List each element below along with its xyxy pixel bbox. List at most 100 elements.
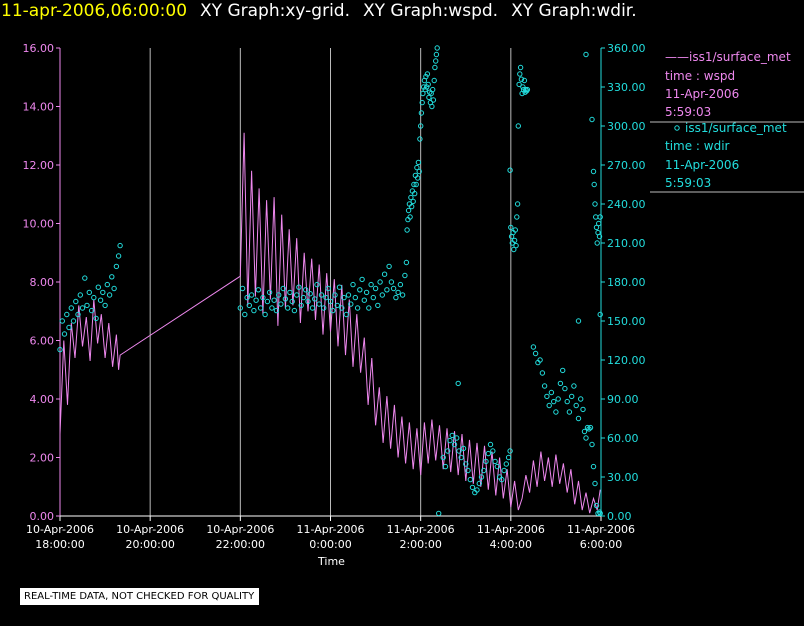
wdir-point (593, 502, 600, 509)
left-tick-label: 8.00 (30, 276, 55, 289)
wdir-point (415, 175, 421, 181)
wdir-point (571, 383, 577, 389)
wdir-point (564, 398, 570, 405)
wdir-point (596, 220, 602, 227)
wdir-point (553, 409, 559, 415)
legend-wdir-date: 11-Apr-2006 (665, 158, 739, 172)
wdir-point (494, 463, 500, 470)
wdir-point (490, 448, 496, 454)
wdir-point (289, 298, 295, 305)
legend-wspd-detail: time : wspd (665, 69, 735, 83)
wdir-point (403, 259, 410, 266)
wdir-point (325, 285, 331, 292)
wdir-point (419, 99, 425, 106)
wdir-point (508, 224, 514, 231)
wdir-point (309, 305, 316, 311)
wdir-point (432, 64, 438, 71)
wdir-point (57, 346, 63, 353)
wdir-point (424, 71, 431, 77)
wdir-point (59, 318, 65, 324)
wdir-point (262, 311, 268, 318)
wdir-point (239, 285, 246, 292)
legend-wdir-marker (674, 125, 680, 131)
wdir-point (61, 331, 68, 337)
wdir-point (368, 281, 374, 288)
wdir-point (388, 279, 395, 285)
wdir-point (79, 305, 86, 311)
wdir-point (557, 380, 564, 387)
wdir-point (417, 136, 423, 142)
wdir-point (77, 292, 84, 298)
right-tick-label: 240.00 (607, 198, 646, 211)
x-tick-time: 22:00:00 (216, 538, 265, 551)
wdir-point (580, 406, 586, 413)
wdir-point (88, 307, 95, 314)
wdir-point (501, 467, 507, 474)
wdir-point (318, 292, 325, 298)
wdir-point (467, 476, 473, 483)
wdir-point (339, 305, 345, 311)
x-tick-date: 11-Apr-2006 (387, 523, 455, 536)
legend-wspd-name: ——iss1/surface_met (665, 50, 791, 64)
left-tick-label: 10.00 (23, 218, 55, 231)
wdir-point (517, 71, 523, 77)
wdir-point (530, 344, 537, 350)
x-tick-time: 18:00:00 (35, 538, 84, 551)
left-tick-label: 12.00 (23, 159, 55, 172)
wdir-point (269, 305, 275, 311)
wdir-point (237, 305, 244, 311)
wdir-point (492, 458, 498, 465)
wdir-point (483, 458, 489, 465)
wdir-point (507, 167, 513, 173)
wdir-point (357, 287, 363, 293)
wdir-point (532, 350, 539, 357)
wdir-point (551, 398, 557, 405)
wdir-point (257, 305, 264, 311)
wdir-point (560, 367, 566, 374)
wdir-point (546, 402, 552, 409)
wdir-point (354, 305, 361, 311)
wdir-point (597, 311, 603, 318)
wdir-point (64, 311, 70, 318)
wdir-point (575, 415, 582, 422)
x-tick-date: 10-Apr-2006 (206, 523, 274, 536)
wdir-point (578, 396, 584, 402)
wdir-point (68, 305, 75, 311)
wdir-point (307, 291, 313, 297)
wdir-point (321, 305, 327, 311)
wdir-point (541, 383, 548, 389)
wdir-point (410, 198, 416, 205)
x-tick-time: 4:00:00 (490, 538, 532, 551)
right-tick-label: 330.00 (607, 81, 646, 94)
wdir-point (248, 292, 255, 298)
x-tick-date: 11-Apr-2006 (477, 523, 545, 536)
legend-wdir-name: iss1/surface_met (685, 121, 787, 135)
wdir-point (412, 190, 418, 197)
wdir-point (341, 294, 347, 301)
wdir-point (285, 305, 291, 311)
grid-lines (149, 48, 512, 516)
wdir-point (511, 246, 517, 253)
wdir-point (514, 214, 520, 220)
wdir-point (595, 510, 601, 517)
wdir-point (397, 281, 404, 288)
wdir-point (348, 301, 354, 307)
wdir-point (411, 181, 417, 188)
wdir-point (405, 207, 412, 214)
wdir-point (455, 380, 461, 387)
wdir-point (456, 448, 462, 454)
wdir-point (312, 296, 318, 302)
wdir-point (583, 435, 589, 441)
wdir-point (82, 275, 88, 281)
wdir-point (323, 294, 329, 301)
right-tick-label: 270.00 (607, 159, 646, 172)
wdir-point (242, 311, 248, 318)
wdir-point (524, 86, 531, 93)
wdir-point (566, 409, 573, 415)
legend-wspd-date: 11-Apr-2006 (665, 87, 739, 101)
wdir-point (300, 294, 307, 301)
wdir-point (375, 302, 381, 309)
wdir-point (587, 424, 594, 431)
wdir-point (430, 97, 437, 103)
wdir-point (520, 84, 526, 90)
